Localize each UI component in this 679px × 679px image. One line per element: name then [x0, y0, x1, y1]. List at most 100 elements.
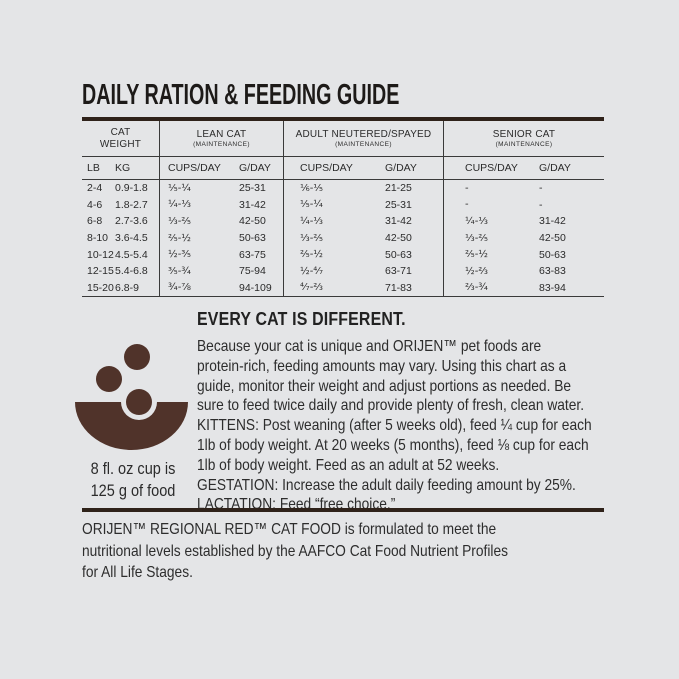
col-header-line: CAT: [110, 127, 131, 138]
cell-adult-cups: ¼-⅓: [300, 215, 323, 227]
cell-lean-cups: ⅖-½: [168, 232, 191, 244]
cell-senior-g: 42-50: [539, 232, 566, 245]
cell-lb: 2-4: [87, 182, 103, 195]
notes-line: sure to feed twice daily and provide ple…: [197, 397, 585, 415]
cell-adult-cups: ⁴⁄₇-⅔: [300, 282, 323, 294]
cell-adult-g: 50-63: [364, 246, 444, 263]
cell-senior-cups: ⅓-⅖: [465, 232, 488, 244]
subheader-lb: LB: [87, 162, 100, 174]
cell-adult-cups: ½-⁴⁄₇: [300, 265, 323, 277]
cell-lean-cups: ¾-⅞: [168, 282, 191, 294]
cell-senior-cups: -: [465, 199, 469, 211]
cell-kg: 5.4-6.8: [115, 262, 160, 280]
cup-note-line: 8 fl. oz cup is: [90, 460, 176, 478]
cell-senior-g: 63-83: [539, 265, 566, 278]
cell-lb: 12-15: [87, 265, 114, 278]
col-header-title: SENIOR CAT: [492, 128, 556, 140]
cell-lb: 8-10: [87, 232, 109, 245]
table-row: 2-4 0.9-1.8 ⅕-¼ 25-31 ⅙-⅕ 21-25 - -: [82, 180, 604, 197]
footer-rule: [82, 508, 604, 512]
feeding-notes: EVERY CAT IS DIFFERENT. Because your cat…: [197, 308, 592, 515]
col-header-lean-cat: LEAN CAT (MAINTENANCE): [160, 121, 284, 156]
col-header-subtitle: (MAINTENANCE): [335, 141, 392, 148]
table-row: 12-15 5.4-6.8 ⅗-¾ 75-94 ½-⁴⁄₇ 63-71 ½-⅔ …: [82, 262, 604, 280]
col-header-adult-neutered: ADULT NEUTERED/SPAYED (MAINTENANCE): [284, 121, 444, 156]
cell-adult-g: 63-71: [364, 262, 444, 280]
subheader-cups: CUPS/DAY: [168, 162, 221, 174]
table-row: 4-6 1.8-2.7 ¼-⅓ 31-42 ⅕-¼ 25-31 - -: [82, 196, 604, 214]
subheader-cups: CUPS/DAY: [300, 162, 353, 174]
cell-lean-g: 63-75: [222, 246, 284, 263]
kibble-bowl-icon: [75, 344, 188, 450]
notes-line: guide, monitor their weight and adjust p…: [197, 377, 572, 395]
table-group-header-row: CAT WEIGHT LEAN CAT (MAINTENANCE) ADULT …: [82, 121, 604, 157]
col-header-title: LEAN CAT: [196, 128, 247, 140]
cell-kg: 0.9-1.8: [115, 180, 160, 197]
col-header-senior-cat: SENIOR CAT (MAINTENANCE): [444, 121, 604, 156]
cup-measure-note: 8 fl. oz cup is 125 g of food: [69, 459, 197, 502]
cell-senior-g: -: [539, 182, 543, 195]
cell-kg: 2.7-3.6: [115, 213, 160, 230]
subheader-gday: G/DAY: [539, 162, 571, 174]
notes-line: GESTATION: Increase the adult daily feed…: [197, 476, 576, 494]
subheader-kg: KG: [115, 157, 160, 179]
table-row: 8-10 3.6-4.5 ⅖-½ 50-63 ⅓-⅖ 42-50 ⅓-⅖ 42-…: [82, 229, 604, 247]
notes-line: 1lb of body weight. At 20 weeks (5 month…: [197, 436, 589, 454]
cell-kg: 6.8-9: [115, 279, 160, 297]
cell-lb: 6-8: [87, 215, 103, 228]
cell-adult-cups: ⅖-½: [300, 249, 323, 261]
cell-kg: 3.6-4.5: [115, 229, 160, 247]
cell-lb: 4-6: [87, 198, 103, 211]
cell-lb: 10-12: [87, 248, 114, 261]
table-row: 15-20 6.8-9 ¾-⅞ 94-109 ⁴⁄₇-⅔ 71-83 ⅔-¾ 8…: [82, 279, 604, 297]
cell-lean-g: 31-42: [222, 196, 284, 214]
cell-adult-cups: ⅓-⅖: [300, 232, 323, 244]
cell-senior-g: 83-94: [539, 281, 566, 294]
cell-lean-cups: ⅓-⅖: [168, 215, 191, 227]
notes-line: Because your cat is unique and ORIJEN™ p…: [197, 338, 542, 355]
subheader-gday: G/DAY: [222, 157, 284, 179]
subheader-cups: CUPS/DAY: [465, 162, 518, 174]
cell-lean-cups: ⅗-¾: [168, 265, 191, 277]
cell-adult-g: 42-50: [364, 229, 444, 247]
col-header-cat-weight: CAT WEIGHT: [82, 121, 160, 156]
cell-lean-g: 25-31: [222, 180, 284, 197]
cell-adult-g: 31-42: [364, 213, 444, 230]
aafco-line: nutritional levels established by the AA…: [82, 542, 509, 560]
cell-lb: 15-20: [87, 281, 114, 294]
col-header-line: WEIGHT: [99, 138, 142, 150]
aafco-statement: ORIJEN™ REGIONAL RED™ CAT FOOD is formul…: [82, 519, 508, 584]
cell-lean-cups: ¼-⅓: [168, 199, 191, 211]
cell-adult-cups: ⅙-⅕: [300, 182, 323, 194]
subheader-gday: G/DAY: [364, 157, 444, 179]
table-subheader-row: LB KG CUPS/DAY G/DAY CUPS/DAY G/DAY CUPS…: [82, 157, 604, 180]
notes-line: KITTENS: Post weaning (after 5 weeks old…: [197, 417, 592, 435]
cell-lean-g: 42-50: [222, 213, 284, 230]
cell-lean-cups: ⅕-¼: [168, 182, 191, 194]
col-header-subtitle: (MAINTENANCE): [193, 141, 250, 148]
notes-heading: EVERY CAT IS DIFFERENT.: [197, 308, 406, 329]
cell-adult-g: 71-83: [364, 279, 444, 297]
table-row: 6-8 2.7-3.6 ⅓-⅖ 42-50 ¼-⅓ 31-42 ¼-⅓ 31-4…: [82, 213, 604, 230]
col-header-title: ADULT NEUTERED/SPAYED: [295, 128, 432, 140]
cell-lean-cups: ½-⅗: [168, 249, 191, 261]
cell-senior-g: 31-42: [539, 215, 566, 228]
notes-line: protein-rich, feeding amounts may vary. …: [197, 357, 567, 375]
table-row: 10-12 4.5-5.4 ½-⅗ 63-75 ⅖-½ 50-63 ⅖-½ 50…: [82, 246, 604, 263]
cell-lean-g: 75-94: [222, 262, 284, 280]
cell-lean-g: 50-63: [222, 229, 284, 247]
cell-adult-g: 21-25: [364, 180, 444, 197]
cell-senior-cups: ⅖-½: [465, 249, 488, 261]
notes-line: 1lb of body weight. Feed as an adult at …: [197, 456, 500, 474]
cell-senior-g: -: [539, 198, 543, 211]
cell-senior-cups: -: [465, 182, 469, 194]
cell-kg: 4.5-5.4: [115, 246, 160, 263]
col-header-subtitle: (MAINTENANCE): [495, 141, 553, 148]
cell-kg: 1.8-2.7: [115, 196, 160, 214]
table-body: 2-4 0.9-1.8 ⅕-¼ 25-31 ⅙-⅕ 21-25 - - 4-6 …: [82, 180, 604, 298]
cup-note-line: 125 g of food: [90, 481, 176, 500]
title-rule: [82, 117, 604, 121]
cell-lean-g: 94-109: [222, 279, 284, 297]
cell-senior-cups: ½-⅔: [465, 265, 488, 277]
